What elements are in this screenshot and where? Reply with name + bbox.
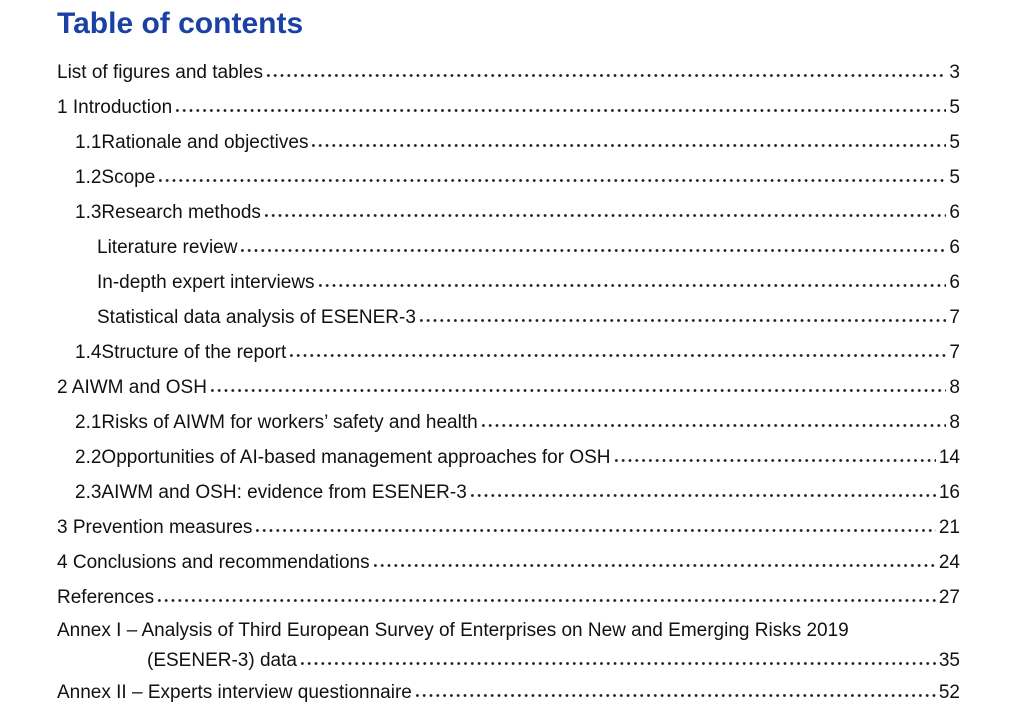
toc-entry[interactable]: 2.1 Risks of AIWM for workers’ safety and… (57, 405, 960, 440)
toc-entry[interactable]: 2 AIWM and OSH 8 (57, 370, 960, 405)
toc-entry-label: Risks of AIWM for workers’ safety and he… (101, 412, 478, 433)
dotted-leader (468, 493, 936, 498)
toc-entry-label: 4 Conclusions and recommendations (57, 552, 370, 573)
toc-entry-page: 3 (949, 62, 960, 83)
dotted-leader (262, 213, 947, 218)
toc-entry-label: Annex II – Experts interview questionnai… (57, 682, 412, 703)
toc-entry[interactable]: 1.4 Structure of the report 7 (57, 335, 960, 370)
toc-entry[interactable]: 3 Prevention measures 21 (57, 510, 960, 545)
toc-entry-label: (ESENER-3) data (147, 650, 297, 671)
toc-entry-label: Rationale and objectives (101, 132, 309, 153)
toc-entry-label: Opportunities of AI-based management app… (101, 447, 611, 468)
toc-entry[interactable]: Statistical data analysis of ESENER-3 7 (57, 300, 960, 335)
toc-entry-page: 5 (949, 97, 960, 118)
toc-entry-page: 14 (938, 447, 960, 468)
toc-entry-label: Research methods (101, 202, 261, 223)
dotted-leader (156, 598, 936, 603)
toc-entry-page: 6 (949, 202, 960, 223)
toc-entry-page: 16 (938, 482, 960, 503)
dotted-leader (264, 73, 947, 78)
toc-entry-page: 5 (949, 167, 960, 188)
toc-list: List of figures and tables 3 1 Introductio… (57, 55, 960, 710)
toc-entry[interactable]: 1 Introduction 5 (57, 90, 960, 125)
toc-entry[interactable]: List of figures and tables 3 (57, 55, 960, 90)
dotted-leader (157, 178, 947, 183)
toc-entry-number: 2.3 (75, 482, 102, 503)
toc-entry-page: 6 (949, 272, 960, 293)
dotted-leader (413, 693, 936, 698)
dotted-leader (254, 528, 936, 533)
toc-entry-number: 1.4 (75, 342, 102, 363)
page-title: Table of contents (57, 7, 304, 40)
toc-entry-page: 8 (949, 377, 960, 398)
toc-entry-page: 52 (938, 682, 960, 703)
toc-entry[interactable]: 1.1 Rationale and objectives 5 (57, 125, 960, 160)
toc-entry-number: 2.1 (75, 412, 102, 433)
dotted-leader (310, 143, 947, 148)
toc-entry-page: 5 (949, 132, 960, 153)
dotted-leader (612, 458, 936, 463)
toc-entry[interactable]: 1.3 Research methods 6 (57, 195, 960, 230)
dotted-leader (208, 388, 947, 393)
toc-entry-page: 8 (949, 412, 960, 433)
toc-entry-label: Structure of the report (101, 342, 287, 363)
toc-entry-label: Annex I – Analysis of Third European Sur… (57, 620, 849, 641)
dotted-leader (298, 661, 936, 666)
toc-entry-label: 2 AIWM and OSH (57, 377, 207, 398)
dotted-leader (239, 248, 947, 253)
dotted-leader (417, 318, 947, 323)
toc-entry[interactable]: 2.3 AIWM and OSH: evidence from ESENER-3 1… (57, 475, 960, 510)
toc-entry-label: AIWM and OSH: evidence from ESENER-3 (101, 482, 467, 503)
toc-entry[interactable]: 2.2 Opportunities of AI-based management … (57, 440, 960, 475)
toc-entry[interactable]: References 27 (57, 580, 960, 615)
toc-entry-continuation[interactable]: (ESENER-3) data 35 (57, 646, 960, 675)
toc-entry-label: Scope (101, 167, 156, 188)
toc-entry-page: 35 (938, 650, 960, 671)
toc-entry-label: Statistical data analysis of ESENER-3 (97, 307, 416, 328)
toc-entry[interactable]: In-depth expert interviews 6 (57, 265, 960, 300)
toc-entry-label: 3 Prevention measures (57, 517, 253, 538)
toc-entry[interactable]: 4 Conclusions and recommendations 24 (57, 545, 960, 580)
toc-entry[interactable]: 1.2 Scope 5 (57, 160, 960, 195)
toc-entry-page: 21 (938, 517, 960, 538)
toc-entry-label: List of figures and tables (57, 62, 263, 83)
toc-entry-number: 1.2 (75, 167, 102, 188)
toc-entry[interactable]: Literature review 6 (57, 230, 960, 265)
toc-entry-label: References (57, 587, 155, 608)
dotted-leader (479, 423, 947, 428)
toc-entry-number: 1.3 (75, 202, 102, 223)
toc-entry-page: 7 (949, 342, 960, 363)
toc-entry-label: Literature review (97, 237, 238, 258)
toc-entry-page: 27 (938, 587, 960, 608)
toc-entry-label: In-depth expert interviews (97, 272, 315, 293)
dotted-leader (288, 353, 947, 358)
toc-entry-number: 1.1 (75, 132, 102, 153)
toc-entry-page: 6 (949, 237, 960, 258)
toc-entry-label: 1 Introduction (57, 97, 173, 118)
dotted-leader (371, 563, 936, 568)
dotted-leader (316, 283, 947, 288)
toc-entry[interactable]: Annex I – Analysis of Third European Sur… (57, 615, 960, 646)
toc-entry-number: 2.2 (75, 447, 102, 468)
toc-entry-page: 7 (949, 307, 960, 328)
toc-entry[interactable]: Annex II – Experts interview questionnai… (57, 675, 960, 710)
toc-entry-page: 24 (938, 552, 960, 573)
dotted-leader (174, 108, 947, 113)
